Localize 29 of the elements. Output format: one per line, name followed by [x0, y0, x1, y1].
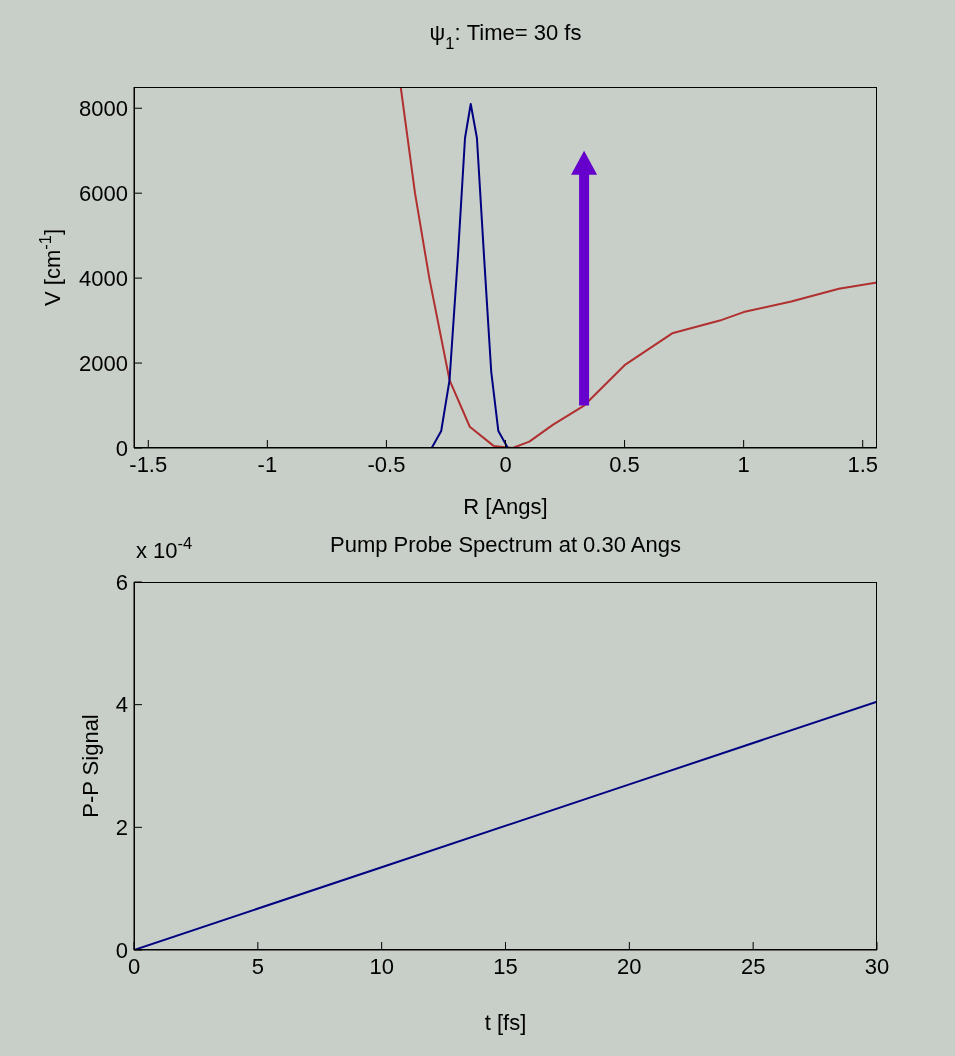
y-tick-label: 8000 [79, 96, 128, 122]
line-series [399, 87, 877, 448]
y-tick-label: 4 [115, 692, 128, 718]
text: x 10$^{-4}$ [136, 534, 193, 563]
x-tick-label: 30 [864, 953, 890, 979]
x-tick-label: 25 [740, 953, 766, 979]
y-tick-label: 0 [115, 435, 128, 461]
x-tick-label: 0 [499, 451, 512, 477]
x-tick-label: 20 [617, 953, 642, 979]
x-tick-label: 0.5 [609, 451, 640, 477]
y-tick-label: 4000 [79, 265, 128, 291]
chart-title: Pump Probe Spectrum at 0.30 Angs [330, 532, 681, 557]
x-axis-title: t [fs] [484, 1010, 527, 1035]
x-axis-title: R [Angs] [463, 494, 548, 519]
y-axis-title: P-P Signal [78, 714, 103, 818]
y-tick-label: 6 [115, 569, 128, 595]
x-tick-label: 1 [737, 451, 750, 477]
y-tick-label: 6000 [79, 180, 128, 206]
x-tick-label: -1.5 [129, 451, 168, 477]
y-tick-label: 0 [115, 937, 128, 963]
x-tick-label: 15 [493, 953, 518, 979]
y-tick-label: 2000 [79, 350, 128, 376]
x-tick-label: -1 [257, 451, 278, 477]
chart-title: ψ$_{1}$: Time= 30 fs [429, 20, 582, 52]
x-tick-label: -0.5 [367, 451, 406, 477]
x-tick-label: 5 [251, 953, 264, 979]
x-tick-label: 1.5 [847, 451, 879, 477]
y-tick-label: 2 [115, 815, 128, 841]
x-tick-label: 10 [369, 953, 394, 979]
